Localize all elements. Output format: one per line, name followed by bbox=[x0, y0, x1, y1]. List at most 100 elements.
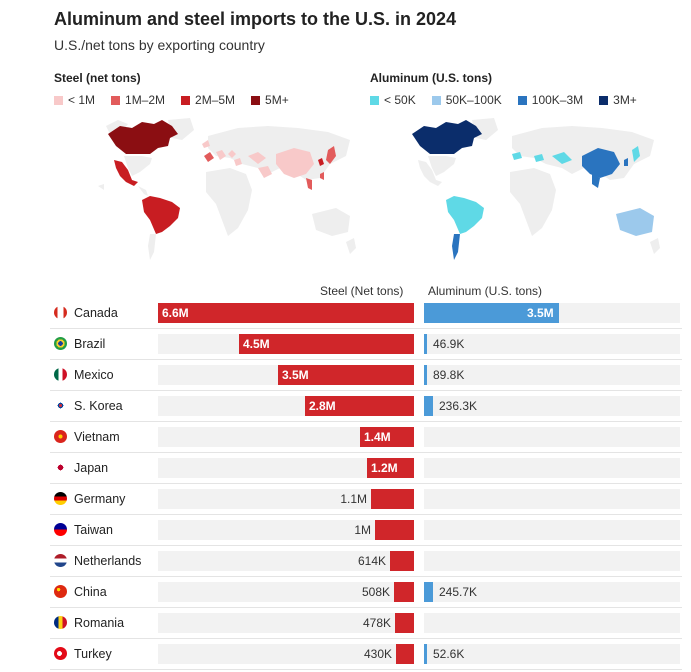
aluminum-bar bbox=[424, 644, 427, 664]
steel-value-label: 2.8M bbox=[309, 399, 336, 413]
aluminum-legend-label: 100K–3M bbox=[531, 93, 584, 107]
country-flag-icon bbox=[54, 523, 67, 536]
aluminum-legend-label: 50K–100K bbox=[445, 93, 502, 107]
aluminum-value-label: 46.9K bbox=[433, 337, 465, 351]
aluminum-bar bbox=[424, 365, 427, 385]
country-flag-icon bbox=[54, 461, 67, 474]
aluminum-legend-swatch bbox=[599, 95, 609, 105]
aluminum-bar-track bbox=[424, 551, 680, 571]
steel-bar-track bbox=[158, 427, 414, 447]
steel-bar-track bbox=[158, 551, 414, 571]
country-flag-icon bbox=[54, 585, 67, 598]
steel-bar bbox=[278, 365, 414, 385]
steel-legend-label: 2M–5M bbox=[195, 93, 236, 107]
steel-value-label: 1M bbox=[354, 523, 371, 537]
aluminum-bar-track bbox=[424, 613, 680, 633]
aluminum-legend-swatch bbox=[517, 95, 527, 105]
aluminum-value-label: 3.5M bbox=[527, 306, 554, 320]
steel-legend-swatch bbox=[181, 95, 191, 105]
steel-map bbox=[98, 118, 356, 260]
steel-bar bbox=[371, 489, 414, 509]
country-flag-icon bbox=[54, 337, 67, 350]
steel-bar bbox=[360, 427, 414, 447]
steel-column-header: Steel (Net tons) bbox=[320, 284, 404, 298]
steel-legend-title: Steel (net tons) bbox=[54, 71, 141, 85]
table-row: Vietnam 1.4M bbox=[0, 422, 691, 453]
aluminum-bar-track bbox=[424, 582, 680, 602]
aluminum-column-header: Aluminum (U.S. tons) bbox=[428, 284, 543, 298]
steel-legend-label: 5M+ bbox=[265, 93, 289, 107]
table-row: Germany 1.1M bbox=[0, 484, 691, 515]
steel-bar bbox=[396, 644, 414, 664]
country-label: S. Korea bbox=[74, 399, 123, 413]
chart-subtitle: U.S./net tons by exporting country bbox=[54, 37, 265, 53]
row-divider bbox=[50, 545, 682, 546]
steel-legend-item: 5M+ bbox=[251, 93, 289, 107]
aluminum-legend-label: 3M+ bbox=[613, 93, 637, 107]
steel-bar bbox=[390, 551, 414, 571]
aluminum-bar-track bbox=[424, 365, 680, 385]
steel-legend-swatch bbox=[251, 95, 261, 105]
aluminum-legend-item: 3M+ bbox=[599, 93, 637, 107]
steel-value-label: 6.6M bbox=[162, 306, 189, 320]
steel-value-label: 478K bbox=[362, 616, 391, 630]
country-label: Netherlands bbox=[74, 554, 142, 568]
table-row: Romania 478K bbox=[0, 608, 691, 639]
table-row: Canada 6.6M 3.5M bbox=[0, 298, 691, 329]
steel-legend-item: 1M–2M bbox=[111, 93, 165, 107]
table-row: S. Korea 2.8M 236.3K bbox=[0, 391, 691, 422]
country-flag-icon bbox=[54, 492, 67, 505]
row-divider bbox=[50, 483, 682, 484]
table-row: Taiwan 1M bbox=[0, 515, 691, 546]
steel-value-label: 1.1M bbox=[340, 492, 367, 506]
country-label: Mexico bbox=[74, 368, 114, 382]
steel-legend: Steel (net tons) < 1M 1M–2M 2M–5M 5M+ bbox=[54, 71, 305, 107]
table-row: Turkey 430K 52.6K bbox=[0, 639, 691, 670]
steel-value-label: 614K bbox=[357, 554, 386, 568]
aluminum-legend-item: 50K–100K bbox=[431, 93, 502, 107]
aluminum-bar-track bbox=[424, 396, 680, 416]
country-label: Taiwan bbox=[74, 523, 113, 537]
steel-value-label: 508K bbox=[361, 585, 390, 599]
steel-bar-track bbox=[158, 489, 414, 509]
table-row: China 508K 245.7K bbox=[0, 577, 691, 608]
aluminum-value-label: 89.8K bbox=[433, 368, 465, 382]
aluminum-legend-swatch bbox=[370, 95, 379, 105]
steel-bar-track bbox=[158, 644, 414, 664]
aluminum-bar bbox=[424, 334, 427, 354]
row-divider bbox=[50, 452, 682, 453]
country-flag-icon bbox=[54, 647, 67, 660]
steel-legend-swatch bbox=[111, 95, 121, 105]
row-divider bbox=[50, 328, 682, 329]
aluminum-bar bbox=[424, 303, 559, 323]
table-row: Mexico 3.5M 89.8K bbox=[0, 360, 691, 391]
row-divider bbox=[50, 607, 682, 608]
table-row: Japan 1.2M bbox=[0, 453, 691, 484]
steel-value-label: 1.2M bbox=[371, 461, 398, 475]
country-flag-icon bbox=[54, 430, 67, 443]
chart-title: Aluminum and steel imports to the U.S. i… bbox=[54, 9, 457, 29]
steel-bar bbox=[375, 520, 414, 540]
aluminum-value-label: 236.3K bbox=[439, 399, 478, 413]
aluminum-map bbox=[412, 118, 660, 260]
aluminum-bar bbox=[424, 582, 433, 602]
aluminum-legend-swatch bbox=[431, 95, 441, 105]
steel-bar bbox=[394, 582, 414, 602]
row-divider bbox=[50, 421, 682, 422]
aluminum-bar-track bbox=[424, 427, 680, 447]
table-row: Netherlands 614K bbox=[0, 546, 691, 577]
country-flag-icon bbox=[54, 554, 67, 567]
steel-bar bbox=[239, 334, 414, 354]
row-divider bbox=[50, 359, 682, 360]
country-label: Turkey bbox=[74, 647, 112, 661]
steel-legend-item: < 1M bbox=[54, 93, 95, 107]
aluminum-bar-track bbox=[424, 334, 680, 354]
country-flag-icon bbox=[54, 306, 67, 319]
steel-legend-label: < 1M bbox=[68, 93, 96, 107]
steel-value-label: 3.5M bbox=[282, 368, 309, 382]
country-label: Vietnam bbox=[74, 430, 120, 444]
aluminum-legend: Aluminum (U.S. tons) < 50K 50K–100K 100K–3… bbox=[370, 71, 653, 107]
steel-bar-track bbox=[158, 520, 414, 540]
aluminum-legend-item: 100K–3M bbox=[517, 93, 584, 107]
aluminum-bar bbox=[424, 396, 433, 416]
